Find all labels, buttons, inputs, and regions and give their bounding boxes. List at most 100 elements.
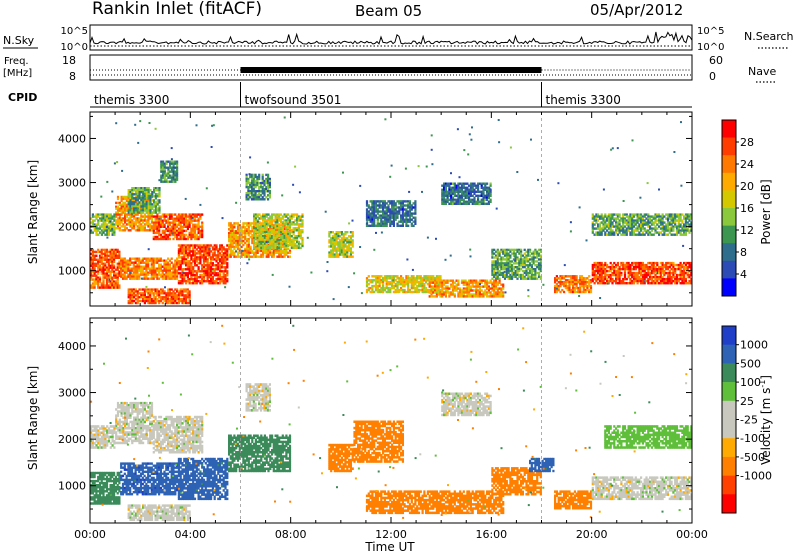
heatmap-cell bbox=[190, 258, 193, 261]
heatmap-cell bbox=[451, 200, 455, 203]
heatmap-cell bbox=[152, 261, 155, 264]
heatmap-cell bbox=[181, 235, 184, 239]
heatmap-cell bbox=[265, 251, 268, 254]
heatmap-cell bbox=[254, 225, 257, 228]
heatmap-cell bbox=[494, 256, 498, 259]
heatmap-cell bbox=[328, 233, 331, 236]
heatmap-cell bbox=[118, 260, 121, 263]
heatmap-cell bbox=[344, 251, 347, 254]
heatmap-cell bbox=[127, 229, 130, 232]
heatmap-cell bbox=[228, 232, 231, 235]
heatmap-cell bbox=[140, 197, 143, 200]
heatmap-cell bbox=[99, 217, 102, 220]
heatmap-cell bbox=[261, 198, 264, 201]
heatmap-cell bbox=[496, 269, 499, 273]
heatmap-cell bbox=[389, 210, 392, 213]
heatmap-cell bbox=[170, 213, 173, 216]
heatmap-cell bbox=[133, 209, 136, 212]
heatmap-cell bbox=[287, 236, 290, 240]
heatmap-cell bbox=[426, 290, 429, 294]
heatmap-cell bbox=[247, 185, 250, 189]
heatmap-cell bbox=[475, 281, 478, 284]
heatmap-cell bbox=[142, 288, 145, 291]
heatmap-cell bbox=[165, 180, 168, 183]
heatmap-cell bbox=[143, 225, 146, 228]
heatmap-cell bbox=[154, 205, 157, 208]
heatmap-cell bbox=[122, 225, 125, 228]
heatmap-cell bbox=[152, 299, 155, 303]
heatmap-cell bbox=[138, 257, 141, 260]
nsearch-tick-top: 10^5 bbox=[697, 26, 724, 37]
heatmap-cell bbox=[186, 268, 189, 271]
heatmap-cell bbox=[523, 262, 526, 265]
heatmap-cell bbox=[584, 290, 587, 294]
heatmap-cell bbox=[177, 244, 180, 247]
heatmap-cell bbox=[407, 200, 410, 203]
heatmap-cell bbox=[301, 221, 304, 224]
heatmap-cell bbox=[240, 235, 243, 239]
heatmap-cell bbox=[123, 257, 126, 260]
heatmap-cell bbox=[154, 299, 157, 303]
heatmap-cell bbox=[172, 296, 175, 299]
heatmap-cell bbox=[188, 231, 191, 235]
heatmap-cell bbox=[396, 224, 399, 227]
heatmap-cell bbox=[496, 248, 499, 251]
heatmap-cell bbox=[566, 281, 569, 284]
heatmap-cell bbox=[139, 261, 143, 264]
heatmap-cell bbox=[494, 250, 498, 253]
heatmap-cell bbox=[572, 279, 575, 282]
heatmap-cell bbox=[468, 291, 471, 294]
heatmap-cell bbox=[113, 254, 116, 257]
heatmap-cell bbox=[290, 244, 293, 248]
heatmap-cell bbox=[281, 229, 284, 232]
heatmap-cell bbox=[391, 216, 394, 219]
heatmap-cell bbox=[511, 271, 514, 275]
heatmap-cell bbox=[443, 279, 446, 282]
heatmap-cell bbox=[116, 227, 120, 230]
heatmap-cell bbox=[444, 279, 447, 282]
heatmap-cell bbox=[380, 290, 383, 294]
heatmap-cell bbox=[398, 288, 401, 292]
heatmap-cell bbox=[158, 189, 161, 192]
heatmap-cell bbox=[507, 256, 510, 259]
heatmap-cell bbox=[150, 277, 153, 280]
heatmap-cell bbox=[448, 293, 451, 296]
heatmap-cell bbox=[172, 168, 175, 171]
heatmap-cell bbox=[229, 234, 232, 237]
heatmap-cell bbox=[263, 235, 266, 238]
heatmap-cell bbox=[190, 213, 193, 216]
heatmap-cell bbox=[170, 162, 173, 165]
heatmap-cell bbox=[328, 251, 331, 254]
heatmap-cell bbox=[398, 283, 401, 286]
heatmap-cell bbox=[383, 277, 386, 280]
heatmap-cell bbox=[100, 258, 103, 261]
heatmap-cell bbox=[496, 260, 499, 263]
heatmap-cell bbox=[387, 210, 390, 213]
heatmap-cell bbox=[147, 205, 150, 208]
heatmap-cell bbox=[426, 277, 429, 280]
heatmap-cell bbox=[511, 260, 514, 263]
heatmap-cell bbox=[482, 200, 485, 203]
heatmap-cell bbox=[450, 291, 453, 294]
heatmap-cell bbox=[283, 228, 286, 231]
heatmap-cell bbox=[129, 217, 132, 220]
heatmap-cell bbox=[297, 219, 300, 222]
heatmap-cell bbox=[97, 286, 100, 289]
heatmap-cell bbox=[256, 198, 259, 201]
heatmap-cell bbox=[342, 251, 345, 254]
heatmap-cell bbox=[580, 277, 584, 280]
heatmap-cell bbox=[206, 262, 209, 265]
heatmap-cell bbox=[554, 284, 557, 288]
heatmap-cell bbox=[509, 269, 512, 273]
heatmap-cell bbox=[520, 256, 523, 259]
heatmap-cell bbox=[193, 278, 197, 281]
heatmap-cell bbox=[512, 252, 515, 255]
heatmap-cell bbox=[469, 188, 472, 191]
heatmap-cell bbox=[145, 299, 148, 303]
heatmap-cell bbox=[116, 276, 119, 279]
heatmap-cell bbox=[301, 238, 304, 242]
heatmap-cell bbox=[215, 256, 218, 259]
heatmap-cell bbox=[532, 269, 535, 273]
heatmap-cell bbox=[136, 229, 139, 232]
heatmap-cell bbox=[124, 219, 127, 222]
